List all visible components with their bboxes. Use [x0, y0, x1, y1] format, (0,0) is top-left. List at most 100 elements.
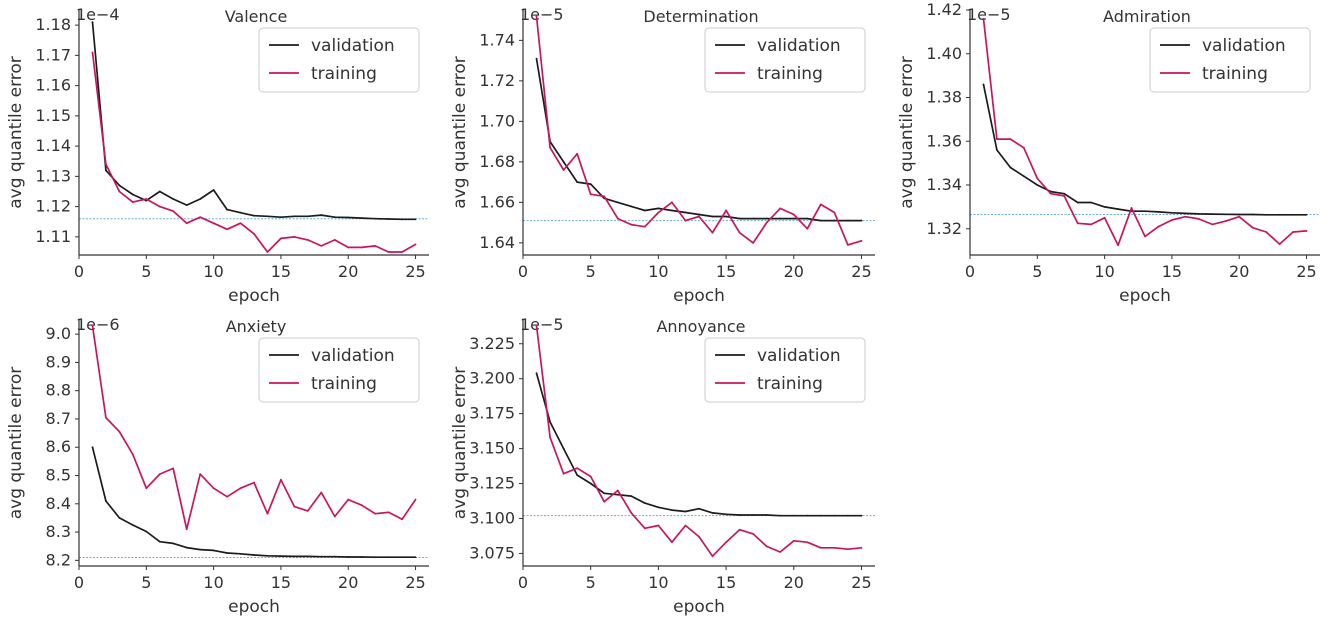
- y-tick-label: 1.12: [35, 197, 71, 216]
- data-point-training: [725, 209, 727, 212]
- chart-panel-valence: 0 5 10 15 20 25 1.11 1.12 1.13 1.14 1.15 1.16 1.17 1.…: [6, 5, 429, 306]
- y-tick-label: 1.11: [35, 227, 71, 246]
- data-point-validation: [387, 556, 390, 559]
- data-point-training: [1063, 195, 1066, 197]
- data-point-training: [549, 146, 551, 149]
- data-point-validation: [253, 554, 255, 556]
- x-tick-label: 25: [851, 262, 871, 281]
- data-point-validation: [657, 207, 660, 210]
- data-point-training: [819, 546, 822, 549]
- data-point-training: [1076, 222, 1079, 225]
- data-point-training: [387, 511, 390, 514]
- data-point-training: [401, 251, 403, 253]
- data-point-training: [105, 416, 107, 419]
- y-tick-label: 8.8: [46, 381, 71, 400]
- data-point-training: [306, 238, 309, 241]
- data-point-training: [535, 324, 538, 327]
- data-point-validation: [293, 555, 296, 558]
- x-tick-label: 20: [1229, 262, 1249, 281]
- y-tick-label: 1.36: [926, 131, 962, 150]
- data-point-training: [765, 545, 768, 548]
- x-tick-label: 15: [271, 262, 291, 281]
- data-point-training: [253, 481, 255, 484]
- data-point-validation: [414, 218, 417, 221]
- data-point-validation: [1157, 211, 1160, 213]
- chart-title: Determination: [643, 7, 758, 26]
- legend-box: [1149, 27, 1311, 93]
- x-tick-label: 25: [405, 573, 425, 592]
- data-point-validation: [1238, 213, 1241, 216]
- data-point-validation: [374, 217, 377, 220]
- data-point-training: [1184, 215, 1187, 218]
- data-point-validation: [105, 500, 107, 502]
- data-point-training: [172, 210, 175, 213]
- data-point-training: [266, 251, 269, 253]
- data-point-training: [576, 467, 579, 470]
- data-point-training: [1278, 243, 1281, 245]
- data-point-training: [860, 546, 863, 549]
- y-axis-label: avg quantile error: [6, 367, 26, 520]
- y-tick-label: 1.18: [35, 15, 71, 34]
- y-tick-label: 8.3: [46, 522, 71, 541]
- data-point-validation: [1009, 166, 1012, 169]
- x-tick-label: 10: [203, 573, 223, 592]
- data-point-training: [1049, 192, 1052, 195]
- data-point-validation: [535, 372, 538, 375]
- data-point-training: [643, 225, 646, 228]
- data-point-training: [738, 231, 741, 234]
- data-point-validation: [1144, 210, 1146, 213]
- data-point-validation: [374, 556, 377, 559]
- data-point-validation: [387, 218, 390, 220]
- data-point-validation: [145, 530, 148, 533]
- y-tick-label: 8.7: [46, 409, 71, 428]
- data-point-training: [738, 528, 741, 531]
- legend-label-training: training: [757, 64, 823, 84]
- data-point-training: [118, 430, 121, 433]
- data-point-validation: [657, 506, 660, 509]
- y-offset-label: 1e−6: [76, 315, 120, 334]
- data-point-validation: [1305, 213, 1308, 216]
- data-point-training: [212, 222, 215, 225]
- data-point-training: [158, 473, 161, 476]
- data-point-training: [630, 511, 633, 514]
- legend-label-validation: validation: [1202, 36, 1286, 56]
- legend-label-training: training: [757, 374, 823, 394]
- data-point-validation: [576, 474, 579, 477]
- data-point-validation: [847, 514, 849, 517]
- y-tick-label: 8.2: [46, 550, 71, 569]
- data-point-validation: [684, 510, 687, 513]
- data-point-validation: [266, 215, 269, 218]
- data-point-validation: [1224, 213, 1227, 216]
- data-point-training: [603, 500, 606, 503]
- legend-label-validation: validation: [311, 346, 395, 366]
- data-point-validation: [1197, 212, 1200, 215]
- data-point-validation: [1251, 213, 1254, 216]
- data-point-training: [1090, 223, 1093, 226]
- data-point-training: [847, 243, 849, 246]
- data-point-training: [320, 491, 323, 494]
- data-point-validation: [347, 556, 350, 558]
- data-point-validation: [333, 216, 336, 219]
- data-point-validation: [1103, 205, 1106, 208]
- data-point-training: [266, 512, 269, 515]
- series-line-validation: [982, 84, 1307, 216]
- legend-label-training: training: [311, 64, 377, 84]
- data-point-validation: [226, 208, 228, 211]
- data-point-validation: [819, 219, 822, 222]
- data-point-training: [982, 17, 985, 20]
- data-point-validation: [671, 509, 673, 511]
- legend-label-training: training: [1202, 64, 1268, 84]
- data-point-validation: [833, 514, 836, 517]
- legend-label-validation: validation: [757, 346, 841, 366]
- series-line-validation: [91, 446, 416, 559]
- data-point-validation: [792, 514, 795, 517]
- data-point-validation: [199, 548, 202, 551]
- data-point-training: [1036, 177, 1039, 180]
- x-axis-label: epoch: [1119, 286, 1171, 306]
- x-tick-label: 20: [338, 573, 358, 592]
- data-point-training: [684, 524, 687, 527]
- legend: validation training: [704, 337, 866, 403]
- data-point-training: [347, 498, 350, 501]
- data-point-validation: [779, 217, 782, 220]
- data-point-training: [1251, 226, 1254, 229]
